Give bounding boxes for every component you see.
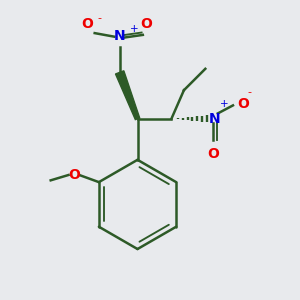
- Text: N: N: [209, 112, 220, 126]
- Text: -: -: [247, 87, 251, 98]
- Text: O: O: [68, 168, 80, 182]
- Text: O: O: [82, 17, 94, 31]
- Text: O: O: [237, 98, 249, 112]
- Text: O: O: [207, 147, 219, 161]
- Text: +: +: [220, 99, 228, 109]
- Text: +: +: [130, 24, 138, 34]
- Text: O: O: [140, 17, 152, 31]
- Polygon shape: [116, 71, 140, 120]
- Text: N: N: [114, 29, 125, 43]
- Text: -: -: [98, 13, 101, 23]
